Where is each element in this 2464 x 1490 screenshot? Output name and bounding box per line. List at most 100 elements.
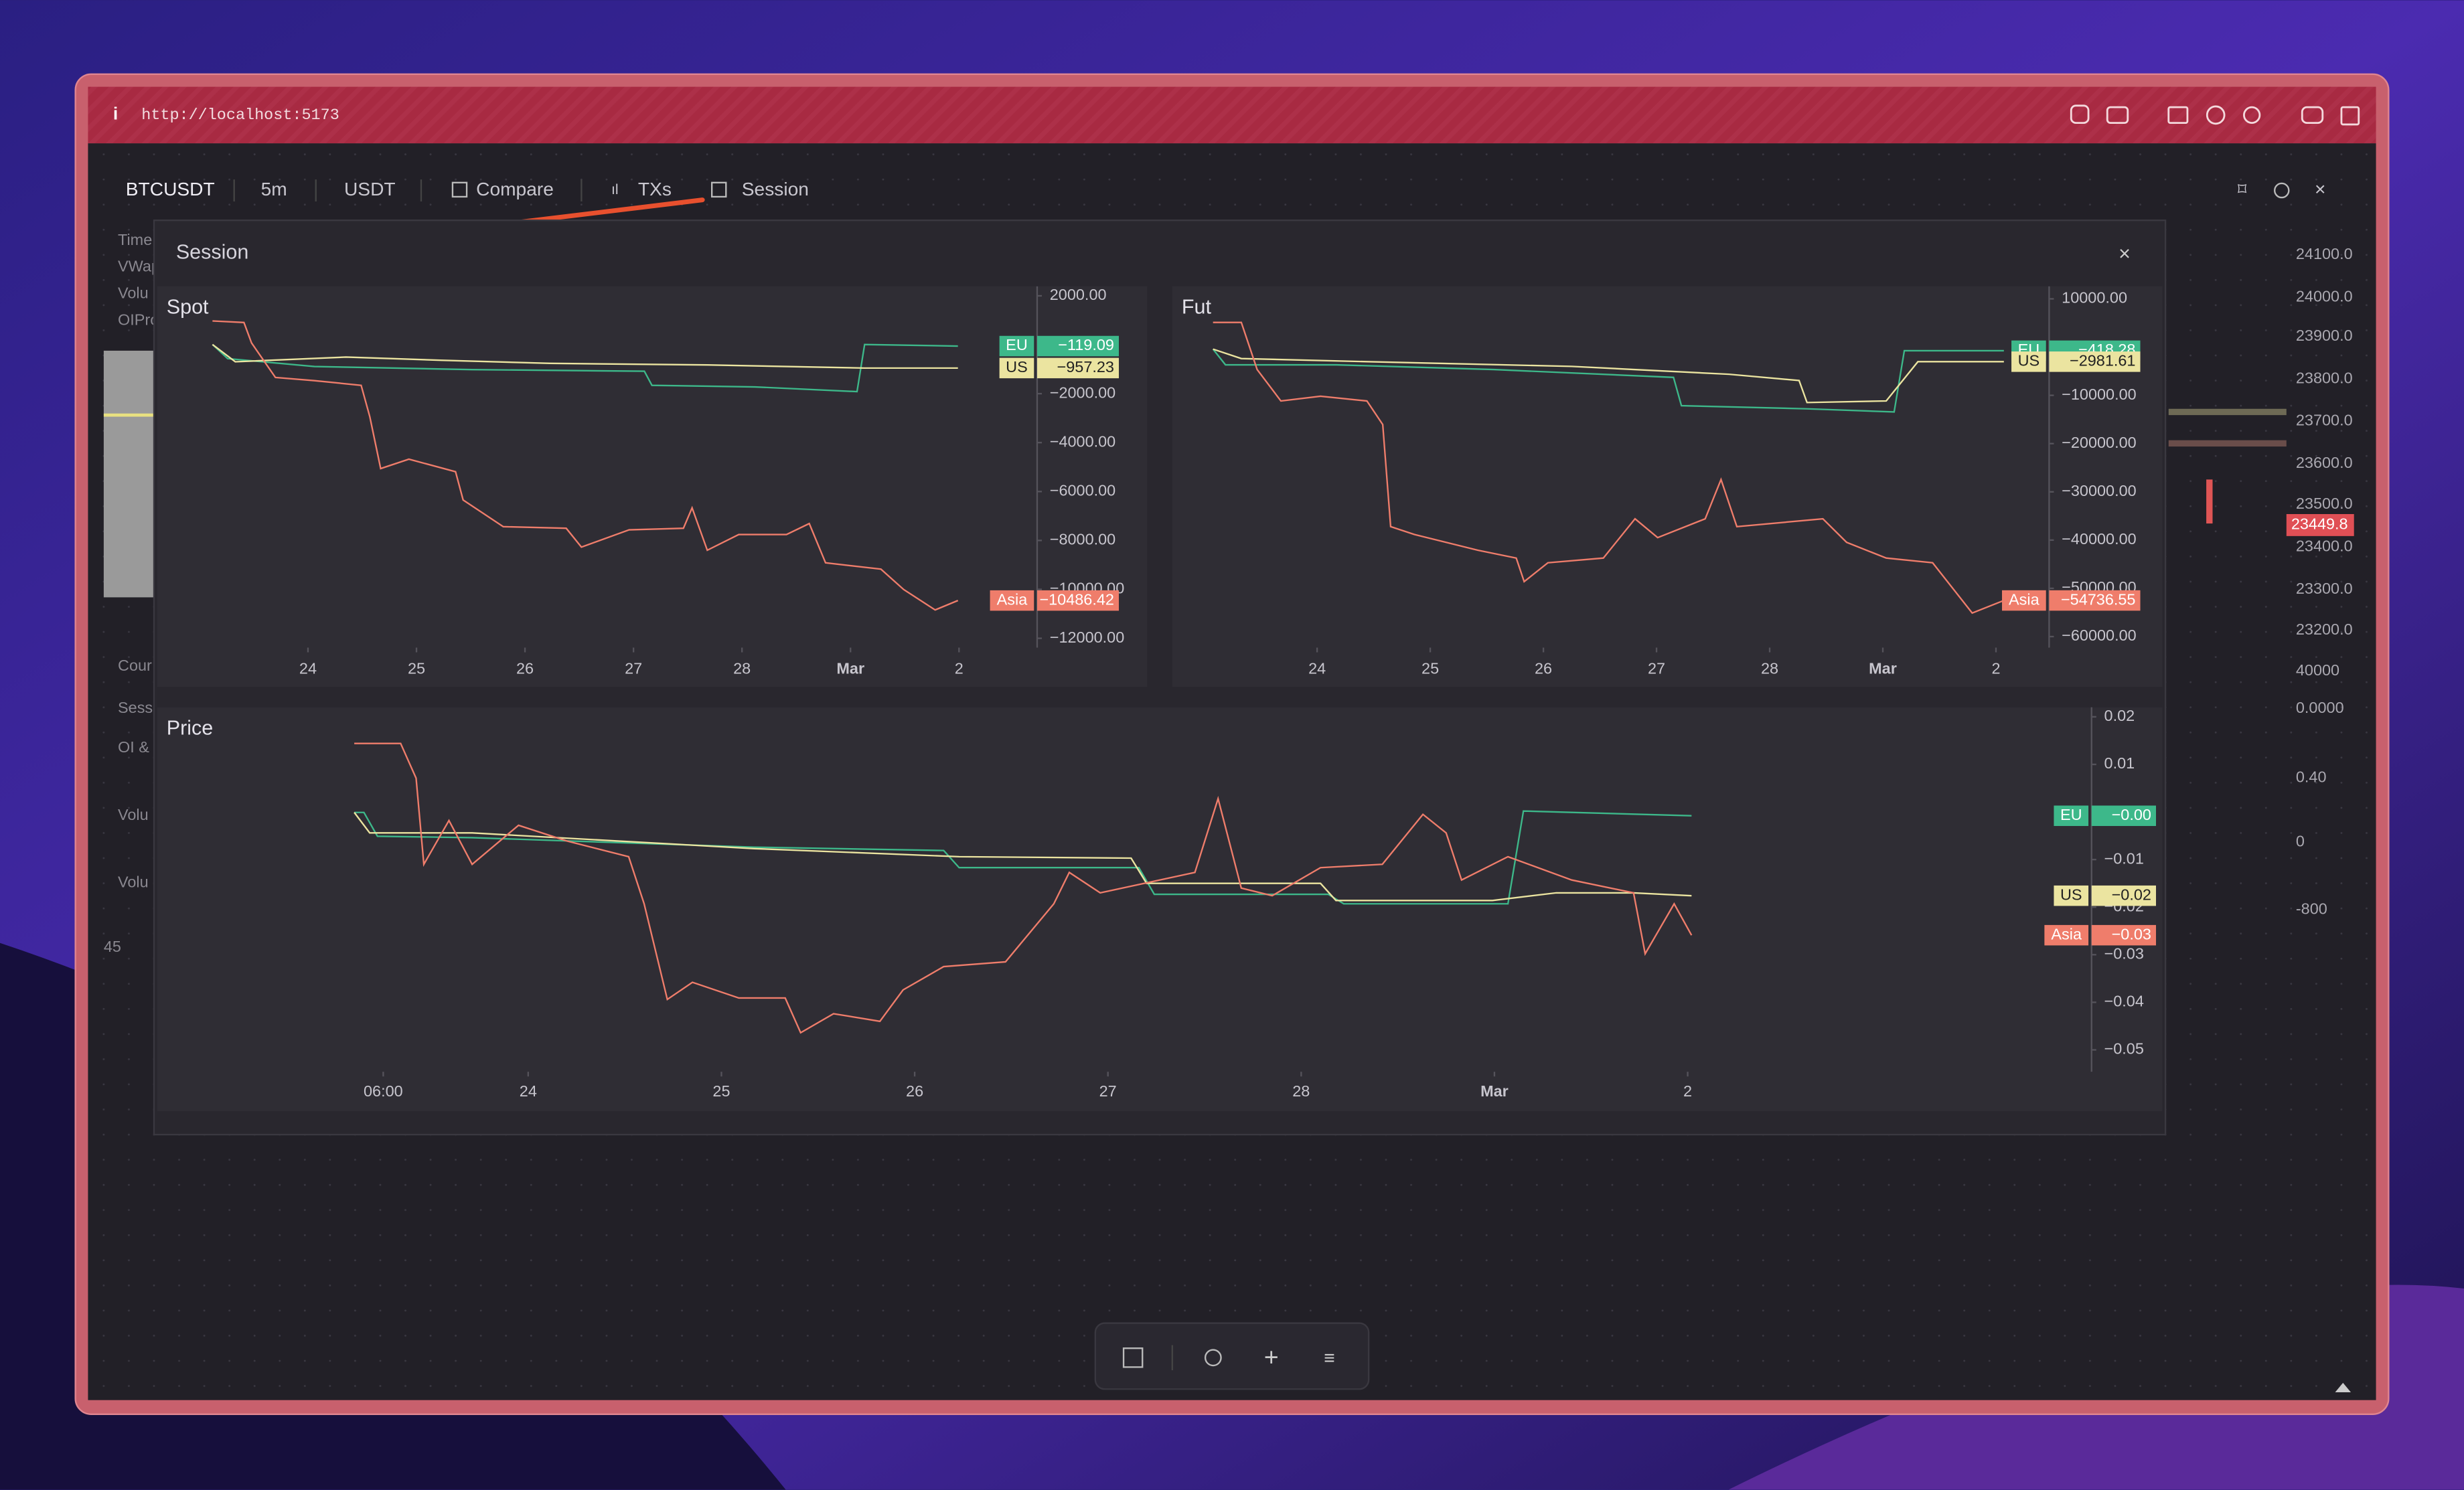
- sidebar-icon[interactable]: [2340, 106, 2360, 126]
- x-tick-label: 25: [1421, 660, 1439, 677]
- settings-icon[interactable]: [1204, 1349, 1222, 1367]
- compare-icon: [451, 181, 468, 198]
- terminal-icon[interactable]: [2167, 106, 2189, 125]
- x-tick-label: 2: [1991, 660, 2000, 677]
- series-line: [1213, 348, 2004, 404]
- scroll-icon[interactable]: [2335, 1382, 2352, 1392]
- target-icon[interactable]: [2243, 106, 2261, 125]
- x-tick-label: 26: [906, 1082, 923, 1100]
- background-label: Cour: [118, 657, 152, 674]
- tag-name: Asia: [997, 590, 1028, 608]
- extension-icon[interactable]: [2301, 106, 2324, 125]
- tag-value-bg: [2049, 590, 2141, 611]
- tag-name: Asia: [2051, 925, 2082, 942]
- camera-icon[interactable]: [2106, 106, 2129, 125]
- tag-value-bg: [2091, 805, 2156, 826]
- globe-icon[interactable]: [2206, 105, 2226, 125]
- quote[interactable]: USDT: [344, 179, 396, 199]
- chart-bg: [157, 286, 1148, 687]
- settings-icon[interactable]: [2274, 182, 2290, 199]
- tag-name: EU: [1006, 336, 1028, 353]
- background-label: Volu: [118, 284, 149, 302]
- tag-value-bg: [2091, 924, 2156, 946]
- toolbar-item[interactable]: Compare: [476, 179, 554, 199]
- dock-frame: [1094, 1322, 1370, 1390]
- x-tick-label: 28: [1761, 660, 1778, 677]
- browser-icons: [2070, 104, 2360, 126]
- y-tick-label: −12000.00: [1050, 629, 1125, 646]
- tag-name-bg: [2011, 351, 2046, 372]
- indicator-label: -800: [2296, 900, 2327, 918]
- chart-title: Price: [167, 717, 213, 740]
- panel-close[interactable]: ×: [2119, 242, 2131, 265]
- add-icon[interactable]: +: [1264, 1343, 1279, 1372]
- x-tick-label: 2: [955, 660, 964, 677]
- y-tick-label: −2000.00: [1050, 384, 1115, 401]
- bookmark-icon[interactable]: ⌑: [2238, 180, 2247, 199]
- y-tick-label: −4000.00: [1050, 432, 1115, 450]
- link-icon[interactable]: [2070, 104, 2090, 125]
- grid-icon[interactable]: [1122, 1347, 1144, 1368]
- y-tick-label: −60000.00: [2062, 627, 2137, 644]
- x-tick-label: 24: [520, 1082, 537, 1100]
- y-tick-label: −40000.00: [2062, 530, 2137, 548]
- list-icon[interactable]: ≡: [1324, 1347, 1334, 1368]
- x-tick-label: 27: [625, 660, 642, 677]
- tag-name-bg: [999, 357, 1034, 379]
- tag-name-bg: [2054, 805, 2089, 826]
- chart: Fut 10000.00 −10000.00 −20000.00 −30000.00 −4…: [1172, 286, 2163, 687]
- indicator-label: 0.0000: [2296, 699, 2344, 716]
- symbol[interactable]: BTCUSDT: [126, 179, 215, 199]
- txs-icon: ıl: [611, 182, 619, 197]
- toolbar: BTCUSDT 5m USDT Compare ıl TXs Session ⌑…: [126, 179, 2325, 201]
- y-tick-label: −20000.00: [2062, 434, 2137, 451]
- close-icon[interactable]: ×: [2315, 179, 2325, 199]
- x-tick-label: 25: [408, 660, 425, 677]
- x-tick-label: 25: [712, 1082, 730, 1100]
- background-label: Volu: [118, 806, 149, 823]
- series-line: [1213, 321, 2005, 614]
- session-icon: [710, 181, 727, 198]
- series-line: [354, 810, 1692, 905]
- timeframe[interactable]: 5m: [261, 179, 287, 199]
- last-price-tag: [2286, 514, 2354, 536]
- x-tick-label: 24: [1308, 660, 1326, 677]
- chart: Price 0.02 0.01 −0.01 −0.02 −0.03 −0.04 −0.05 06…: [157, 707, 2163, 1111]
- series-line: [212, 320, 959, 611]
- y-tick-label: 2000.00: [1050, 286, 1107, 303]
- tag-value: −54736.55: [2061, 590, 2136, 608]
- background-price-label: 24000.0: [2296, 287, 2353, 305]
- y-tick-label: −6000.00: [1050, 482, 1115, 499]
- y-tick-label: −0.04: [2104, 993, 2144, 1010]
- x-tick-label: 24: [299, 660, 317, 677]
- background-label: Volu: [118, 874, 149, 891]
- y-tick-label: −30000.00: [2062, 482, 2137, 499]
- background-chart: Time VWap Volu OIPro Cour Sess OI & Volu Volu 45 2…: [103, 231, 2354, 955]
- x-tick-label: 2: [1683, 1082, 1692, 1100]
- tag-name: EU: [2060, 806, 2082, 823]
- tag-name-bg: [990, 590, 1034, 611]
- y-tick-label: −0.05: [2104, 1040, 2144, 1058]
- y-tick-label: 0.02: [2104, 707, 2135, 724]
- tag-value: −10486.42: [1039, 590, 1114, 608]
- background-pane: [103, 350, 154, 598]
- background-price-label: 23600.0: [2296, 454, 2353, 471]
- series-line: [354, 742, 1693, 1034]
- toolbar-item[interactable]: TXs: [638, 179, 672, 199]
- background-price-label: 23900.0: [2296, 327, 2353, 344]
- background-level: [2168, 408, 2287, 416]
- tag-value-bg: [1036, 357, 1120, 379]
- session-panel: Session × Spot 2000.00 −2000.00 −4000.00 −60…: [153, 219, 2167, 1136]
- url[interactable]: http://localhost:5173: [141, 106, 339, 125]
- x-tick-label: 27: [1099, 1082, 1117, 1100]
- y-tick-label: −0.03: [2104, 945, 2144, 963]
- background-price-label: 24100.0: [2296, 245, 2353, 262]
- tag-name-bg: [2054, 885, 2089, 906]
- indicator-label: 40000: [2296, 661, 2339, 679]
- toolbar-item[interactable]: Session: [742, 179, 809, 199]
- tag-value: −957.23: [1057, 358, 1114, 376]
- chart: Spot 2000.00 −2000.00 −4000.00 −6000.00 −8000…: [157, 286, 1148, 687]
- info-icon[interactable]: i: [113, 105, 118, 124]
- background-label: OI &: [118, 738, 149, 756]
